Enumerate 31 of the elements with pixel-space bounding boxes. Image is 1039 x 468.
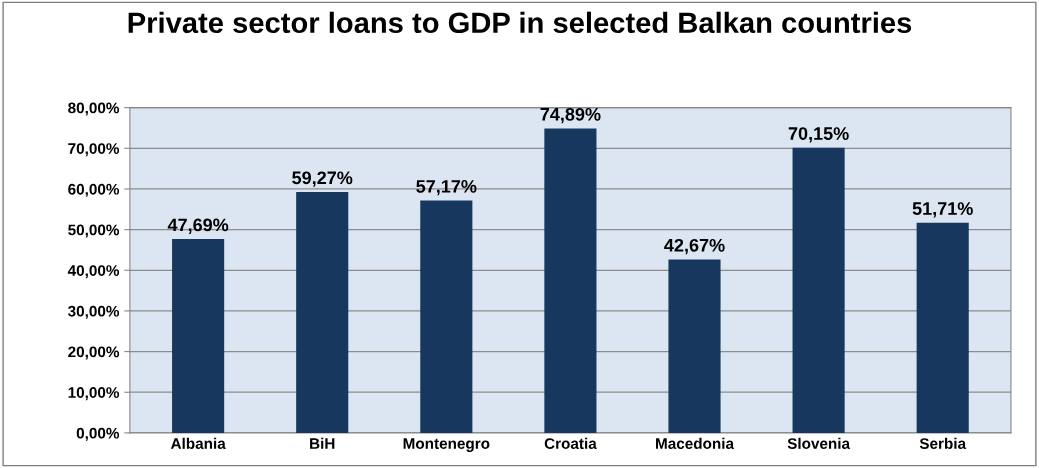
x-tick-label: Macedonia <box>656 437 735 449</box>
data-label: 42,67% <box>664 238 725 255</box>
y-tick-label: 50,00% <box>68 224 120 238</box>
x-tick-label: Albania <box>170 437 226 449</box>
y-tick-label: 10,00% <box>68 387 120 401</box>
bar <box>544 128 597 433</box>
y-tick-label: 30,00% <box>68 305 120 319</box>
y-tick-label: 70,00% <box>68 143 120 157</box>
y-tick-label: 20,00% <box>68 346 120 360</box>
data-label: 47,69% <box>167 218 229 234</box>
data-label: 57,17% <box>416 179 477 196</box>
data-label: 70,15% <box>788 127 849 143</box>
y-tick-label: 0,00% <box>76 427 120 441</box>
chart-title: Private sector loans to GDP in selected Balkan countries <box>128 11 912 34</box>
data-label: 74,89% <box>540 107 601 124</box>
bar <box>420 200 473 433</box>
x-tick-label: Slovenia <box>787 437 851 449</box>
data-label: 59,27% <box>292 171 353 187</box>
x-tick-label: Croatia <box>544 437 597 449</box>
bar <box>916 222 969 433</box>
bar <box>172 239 225 433</box>
bar <box>792 147 845 433</box>
x-tick-label: BiH <box>310 437 335 449</box>
y-tick-label: 80,00% <box>68 102 120 116</box>
y-tick-label: 60,00% <box>68 183 120 197</box>
y-tick-label: 40,00% <box>67 265 120 279</box>
x-tick-label: Serbia <box>919 437 967 449</box>
bar <box>296 191 349 433</box>
bar <box>668 259 721 433</box>
data-label: 51,71% <box>912 202 973 218</box>
x-tick-label: Montenegro <box>403 438 490 452</box>
